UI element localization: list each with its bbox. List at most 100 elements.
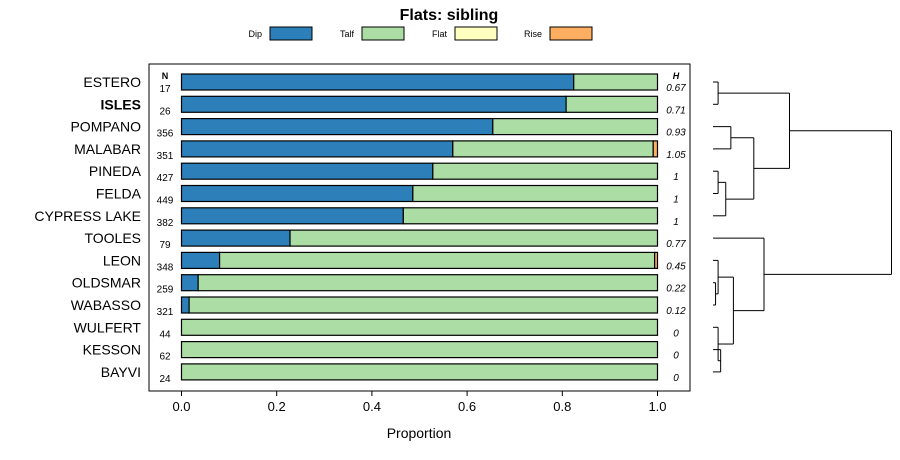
bar-segment-dip (180, 229, 291, 247)
bar-row (180, 341, 659, 359)
h-value: 0.22 (666, 284, 686, 295)
row-label: POMPANO (70, 119, 141, 135)
h-value: 0.93 (666, 128, 686, 139)
n-value: 321 (157, 307, 174, 318)
h-header: H (673, 71, 680, 81)
row-label: MALABAR (74, 141, 141, 157)
x-tick-label: 0.8 (553, 399, 571, 414)
bar-segment-dip (180, 274, 199, 292)
bar-segment-talf (492, 117, 659, 136)
bar-segment-dip (180, 73, 575, 91)
bar-row (180, 229, 659, 247)
bar-segment-dip (180, 140, 454, 158)
bar-segment-dip (180, 162, 434, 180)
row-label: WABASSO (71, 297, 141, 313)
chart-title: Flats: sibling (400, 7, 499, 24)
row-label: TOOLES (84, 230, 141, 246)
h-value: 0.12 (666, 306, 686, 317)
n-value: 26 (159, 106, 171, 117)
row-label: CYPRESS LAKE (34, 208, 141, 224)
bar-segment-dip (180, 296, 190, 314)
bar-segment-talf (289, 229, 659, 247)
row-label: ESTERO (83, 74, 141, 90)
bar-segment-dip (180, 95, 567, 113)
bar-row (180, 274, 659, 292)
n-value: 44 (159, 329, 171, 340)
row-label: KESSON (83, 342, 141, 358)
n-value: 449 (157, 196, 174, 207)
bar-segment-talf (180, 363, 659, 381)
h-value: 0 (673, 351, 679, 362)
x-tick-label: 0.6 (458, 399, 476, 414)
bar-segment-talf (188, 296, 659, 314)
row-label: ISLES (101, 96, 141, 112)
bar-row (180, 95, 659, 113)
bar-row (180, 296, 659, 314)
legend: Dip Talf Flat Rise (248, 26, 593, 41)
h-column: H 0.67 0.71 0.93 1.05 1 1 1 0.77 0.45 0.22 0.12 0 0 0 (666, 71, 686, 384)
n-value: 351 (157, 151, 174, 162)
dendrogram (713, 81, 892, 373)
bar-row (180, 73, 659, 91)
legend-label-rise: Rise (524, 29, 542, 39)
bar-segment-talf (180, 341, 659, 359)
bar-row (180, 207, 659, 225)
legend-swatch-rise (549, 26, 593, 41)
bar-segment-talf (565, 95, 659, 113)
bar-segment-dip (180, 251, 221, 269)
bars (180, 73, 659, 381)
n-value: 382 (157, 218, 174, 229)
row-label: PINEDA (89, 163, 142, 179)
bar-row (180, 251, 659, 269)
n-value: 17 (159, 84, 171, 95)
h-value: 0.45 (666, 261, 686, 272)
bar-row (180, 140, 659, 158)
row-label: OLDSMAR (72, 275, 141, 291)
h-value: 1.05 (666, 150, 686, 161)
bar-segment-talf (402, 207, 659, 225)
row-label: FELDA (96, 186, 142, 202)
h-value: 1 (673, 172, 679, 183)
n-column: N 17 26 356 351 427 449 382 79 348 259 321 44 62 24 (157, 71, 174, 385)
bar-segment-dip (180, 117, 494, 136)
row-labels: ESTERO ISLES POMPANO MALABAR PINEDA FELDA CYPR… (34, 74, 141, 380)
h-value: 0 (673, 373, 679, 384)
plot-frame (148, 63, 691, 392)
h-value: 0.67 (666, 83, 686, 94)
bar-segment-talf (218, 251, 656, 269)
bar-segment-rise (652, 140, 659, 158)
x-tick-label: 0.0 (172, 399, 190, 414)
n-header: N (162, 71, 169, 81)
bar-segment-talf (432, 162, 659, 180)
n-value: 427 (157, 173, 174, 184)
n-value: 356 (157, 129, 174, 140)
h-value: 1 (673, 195, 679, 206)
bar-segment-talf (197, 274, 659, 292)
bar-segment-rise (654, 251, 659, 269)
bar-row (180, 184, 659, 203)
bar-row (180, 117, 659, 136)
h-value: 1 (673, 217, 679, 228)
n-value: 259 (157, 285, 174, 296)
row-label: LEON (103, 252, 141, 268)
x-axis-label: Proportion (387, 425, 452, 441)
bar-segment-talf (412, 184, 659, 203)
x-tick-label: 0.2 (268, 399, 286, 414)
legend-swatch-talf (361, 26, 405, 41)
x-tick-label: 0.4 (363, 399, 381, 414)
h-value: 0.71 (666, 105, 685, 116)
bar-row (180, 318, 659, 336)
row-label: WULFERT (74, 319, 142, 335)
h-value: 0 (673, 328, 679, 339)
h-value: 0.77 (666, 239, 686, 250)
x-tick-label: 1.0 (648, 399, 666, 414)
bar-segment-dip (180, 184, 414, 203)
legend-label-dip: Dip (248, 29, 262, 39)
legend-swatch-flat (454, 26, 498, 41)
legend-label-talf: Talf (340, 29, 355, 39)
n-value: 79 (159, 240, 171, 251)
x-axis: 0.0 0.2 0.4 0.6 0.8 1.0 (172, 391, 667, 414)
row-label: BAYVI (101, 364, 141, 380)
bar-row (180, 162, 659, 180)
